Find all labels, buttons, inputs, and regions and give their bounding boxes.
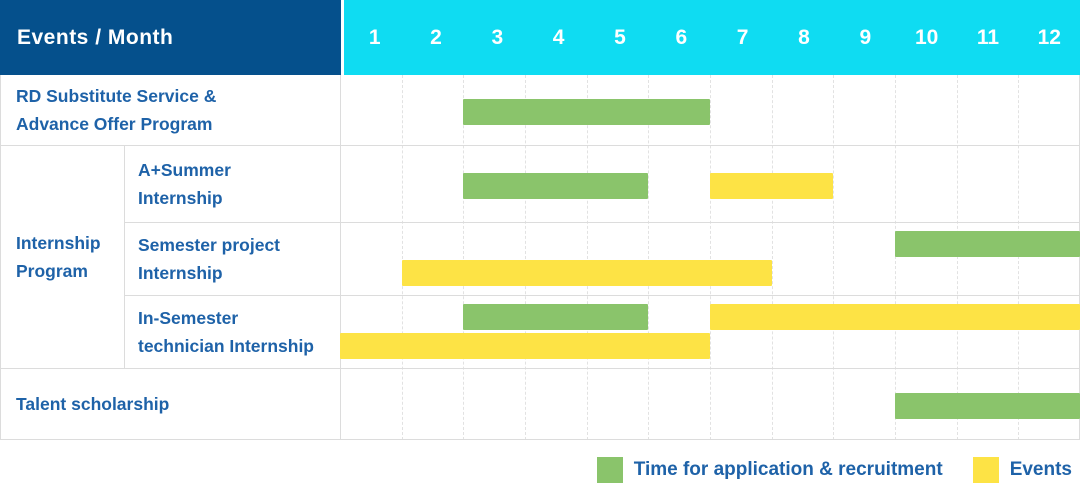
month-label-1: 1	[368, 25, 381, 49]
month-gridline	[587, 75, 588, 440]
legend-entry-event: Events	[972, 457, 1072, 483]
bar-event-months-7-8	[710, 173, 833, 199]
month-gridline	[895, 75, 896, 440]
row-separator	[124, 295, 1080, 296]
month-label-12: 12	[1037, 25, 1061, 49]
month-label-3: 3	[491, 25, 504, 49]
row-separator	[124, 222, 1080, 223]
bar-application-months-3-5	[463, 304, 648, 330]
month-gridline	[1018, 75, 1019, 440]
month-gridline	[772, 75, 773, 440]
row-label-3: Semester project Internship	[138, 234, 281, 283]
row-separator	[0, 145, 1080, 146]
bar-application-months-10-12	[895, 393, 1080, 419]
month-label-2: 2	[430, 25, 442, 49]
row-separator	[0, 368, 1080, 369]
events-month-header-cell: Events / Month	[0, 0, 341, 75]
label-chart-divider	[340, 75, 341, 440]
month-gridline	[402, 75, 403, 440]
legend-swatch-event	[972, 457, 999, 483]
month-label-9: 9	[859, 25, 872, 49]
legend-entry-application: Time for application & recruitment	[596, 457, 943, 483]
month-gridline	[957, 75, 958, 440]
bar-event-months-1-6	[340, 333, 710, 359]
month-gridline	[525, 75, 526, 440]
bar-application-months-10-12	[895, 231, 1080, 257]
header-title: Events / Month	[17, 25, 174, 49]
legend-swatch-application	[596, 457, 623, 483]
legend-label-application: Time for application & recruitment	[633, 459, 943, 480]
bar-event-months-2-7	[402, 260, 772, 286]
month-gridline	[710, 75, 711, 440]
group-label-internship-program: Internship Program	[16, 232, 101, 281]
month-label-11: 11	[976, 25, 1000, 49]
group-column-divider	[124, 145, 125, 368]
row-label-1: RD Substitute Service & Advance Offer Pr…	[16, 86, 217, 134]
month-label-8: 8	[798, 25, 810, 49]
month-gridline	[833, 75, 834, 440]
row-label-2: A+Summer Internship	[138, 159, 231, 208]
legend: Time for application & recruitment Events	[579, 457, 1072, 483]
month-label-6: 6	[675, 25, 688, 49]
month-label-4: 4	[552, 25, 565, 49]
legend-label-event: Events	[1009, 459, 1072, 480]
bar-event-months-7-12	[710, 304, 1080, 330]
bar-application-months-3-5	[463, 173, 648, 199]
month-gridline	[648, 75, 649, 440]
row-label-5: Talent scholarship	[16, 394, 170, 414]
bar-application-months-3-6	[463, 99, 710, 125]
month-label-5: 5	[614, 25, 626, 49]
month-header-row: 1 2 3 4 5 6 7 8 9 10 11 12	[344, 0, 1080, 75]
month-gridline	[463, 75, 464, 440]
month-label-10: 10	[914, 25, 939, 49]
table-bottom-border	[0, 439, 1080, 440]
table-left-border	[0, 75, 1, 440]
month-label-7: 7	[736, 25, 749, 49]
row-label-4: In-Semester technician Internship	[138, 307, 314, 356]
